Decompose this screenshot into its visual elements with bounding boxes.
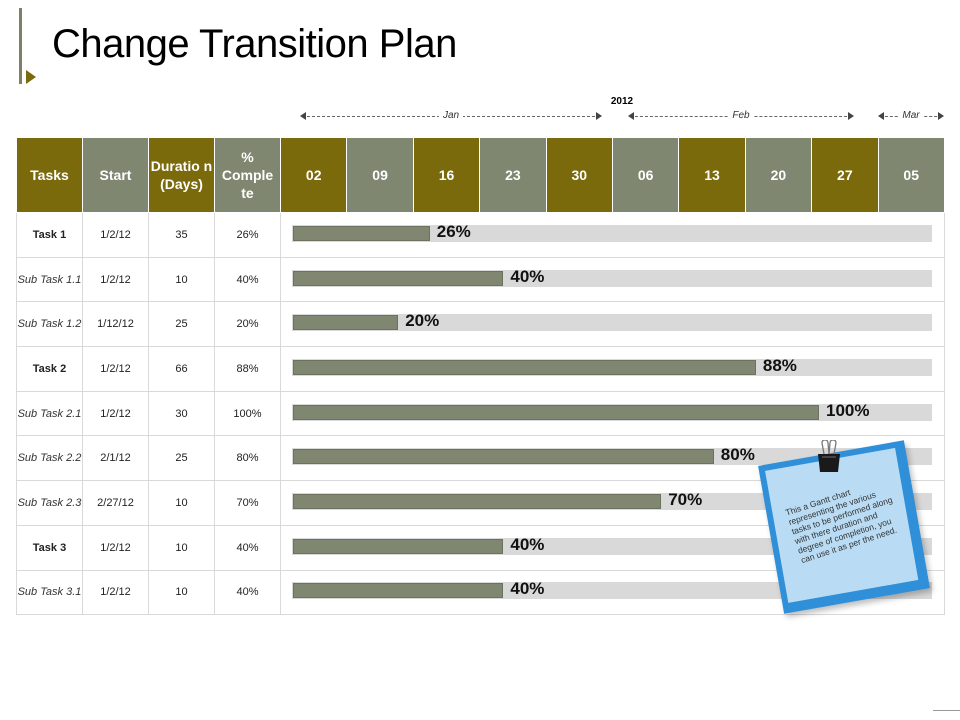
start-cell: 1/2/12 [82,569,149,616]
duration-cell: 25 [148,435,215,482]
timeline-month-feb: Feb [628,110,854,124]
start-cell: 1/2/12 [82,256,149,303]
header-tasks: Tasks [16,137,83,213]
complete-cell: 40% [214,256,281,303]
bar-cell [280,256,945,303]
table-row: Sub Task 1.2 1/12/12 25 20% [16,301,945,348]
task-name-cell: Sub Task 1.1 [16,256,83,303]
month-label: Mar [898,110,924,121]
title-accent-triangle [26,70,36,84]
complete-cell: 40% [214,524,281,571]
bar-cell [280,346,945,392]
start-cell: 1/2/12 [82,524,149,571]
header-week: 02 [279,137,348,213]
task-name-cell: Task 2 [16,346,83,392]
complete-cell: 70% [214,480,281,526]
sticky-note: This a Gantt chart representing the vari… [758,440,930,614]
header-week: 30 [545,137,613,213]
footer-rule [933,710,960,711]
header-week: 23 [479,137,547,213]
table-row: Task 2 1/2/12 66 88% [16,346,945,392]
header-row: Tasks Start Duratio n (Days) % Comple te… [16,137,945,213]
duration-cell: 10 [148,569,215,616]
header-week: 27 [811,137,879,213]
start-cell: 2/1/12 [82,435,149,482]
start-cell: 2/27/12 [82,480,149,526]
duration-cell: 10 [148,480,215,526]
header-start: Start [82,137,149,213]
header-week: 20 [744,137,813,213]
header-complete: % Comple te [214,137,281,213]
start-cell: 1/2/12 [82,390,149,437]
start-cell: 1/2/12 [82,346,149,392]
complete-cell: 40% [214,569,281,616]
bar-cell [280,301,945,348]
table-row: Sub Task 1.1 1/2/12 10 40% [16,256,945,303]
start-cell: 1/2/12 [82,212,149,258]
complete-cell: 100% [214,390,281,437]
header-duration: Duratio n (Days) [148,137,215,213]
timeline-year: 2012 [610,96,634,107]
task-name-cell: Sub Task 2.2 [16,435,83,482]
bar-cell [280,212,945,258]
duration-cell: 35 [148,212,215,258]
month-label: Feb [728,110,754,121]
task-name-cell: Task 3 [16,524,83,571]
task-name-cell: Sub Task 2.3 [16,480,83,526]
start-cell: 1/12/12 [82,301,149,348]
complete-cell: 26% [214,212,281,258]
header-week: 06 [611,137,680,213]
header-week: 16 [412,137,481,213]
task-name-cell: Task 1 [16,212,83,258]
table-row: Sub Task 2.1 1/2/12 30 100% [16,390,945,437]
duration-cell: 25 [148,301,215,348]
timeline-month-mar: Mar [878,110,944,124]
binder-clip-icon [818,440,840,472]
table-row: Task 1 1/2/12 35 26% [16,212,945,258]
month-label: Jan [438,110,464,121]
title-accent-bar [19,8,22,84]
duration-cell: 30 [148,390,215,437]
header-week: 13 [678,137,746,213]
duration-cell: 10 [148,524,215,571]
duration-cell: 66 [148,346,215,392]
header-week: 09 [346,137,414,213]
timeline-header: 2012 Jan Feb Mar [0,90,960,130]
complete-cell: 20% [214,301,281,348]
header-week: 05 [877,137,945,213]
task-name-cell: Sub Task 2.1 [16,390,83,437]
complete-cell: 88% [214,346,281,392]
bar-cell [280,390,945,437]
timeline-month-jan: Jan [300,110,602,124]
duration-cell: 10 [148,256,215,303]
complete-cell: 80% [214,435,281,482]
task-name-cell: Sub Task 1.2 [16,301,83,348]
page-title: Change Transition Plan [52,22,457,66]
task-name-cell: Sub Task 3.1 [16,569,83,616]
